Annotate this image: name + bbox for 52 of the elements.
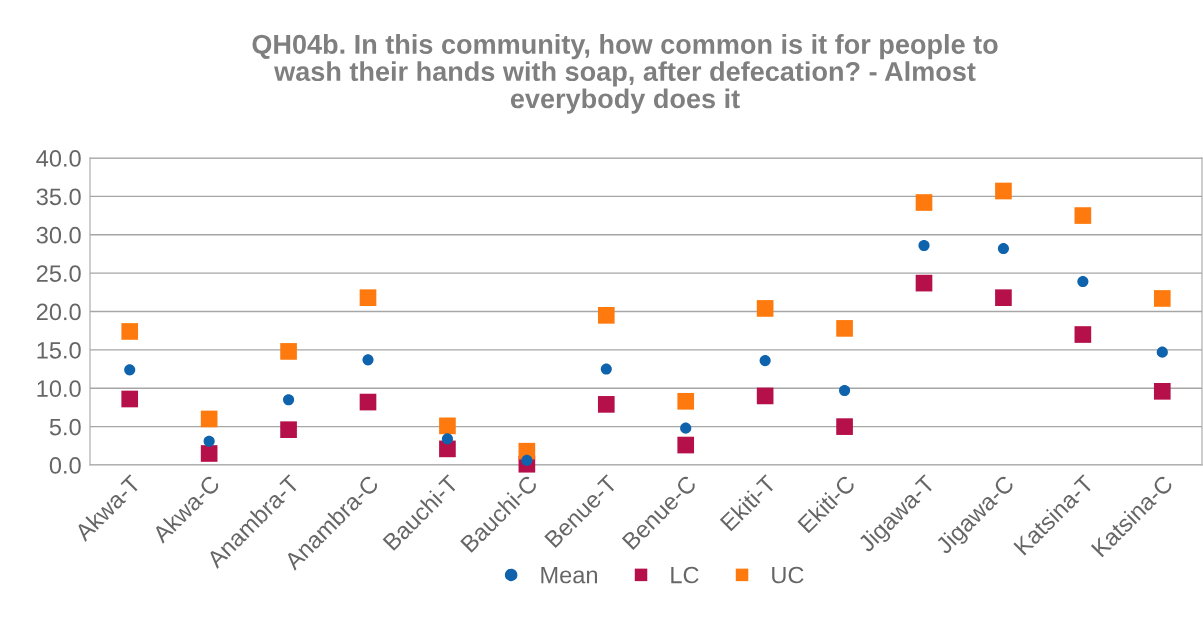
point	[439, 417, 456, 435]
point	[1153, 382, 1171, 400]
point	[121, 323, 139, 340]
point	[124, 364, 136, 376]
point	[836, 320, 853, 337]
point	[121, 390, 139, 408]
legend-label: Mean	[541, 566, 597, 584]
legend-label: LC	[671, 566, 699, 584]
point	[1074, 326, 1092, 343]
point	[836, 418, 853, 435]
point	[1156, 346, 1168, 358]
y-tick-label: 15.0	[37, 341, 81, 359]
y-tick-label: 5.0	[49, 418, 81, 436]
y-tick-label: 35.0	[36, 188, 81, 206]
point	[839, 385, 851, 397]
point	[918, 239, 930, 252]
point	[597, 307, 615, 324]
point	[756, 300, 774, 317]
point	[677, 392, 695, 410]
point	[759, 355, 771, 367]
point	[600, 363, 612, 375]
point	[1077, 276, 1089, 288]
y-tick-label: 10.0	[37, 380, 81, 398]
legend-label: UC	[772, 566, 804, 584]
point	[995, 182, 1012, 200]
chart-title: QH04b. In this community, how common is it for people to wash their hands with soap, after defecation? - Almost everybody does it	[252, 34, 998, 114]
point	[280, 343, 297, 360]
point	[200, 410, 218, 428]
point	[597, 396, 615, 413]
point	[200, 445, 218, 462]
y-tick-label: 40.0	[36, 150, 81, 167]
point	[362, 354, 374, 366]
point	[1074, 207, 1092, 224]
point	[680, 422, 692, 434]
point	[283, 394, 295, 406]
point	[359, 393, 377, 411]
y-tick-label: 30.0	[36, 226, 81, 244]
point	[915, 194, 933, 211]
point	[359, 289, 377, 307]
point	[756, 387, 774, 405]
y-tick-label: 25.0	[36, 265, 81, 282]
point	[441, 433, 453, 445]
point	[915, 274, 933, 292]
y-tick-label: 0.0	[49, 457, 81, 474]
point	[995, 289, 1012, 307]
point	[1153, 290, 1171, 307]
point	[280, 421, 297, 439]
point	[203, 435, 215, 447]
y-tick-label: 20.0	[36, 303, 81, 321]
point	[439, 440, 456, 458]
point	[997, 243, 1009, 255]
point	[677, 436, 695, 454]
